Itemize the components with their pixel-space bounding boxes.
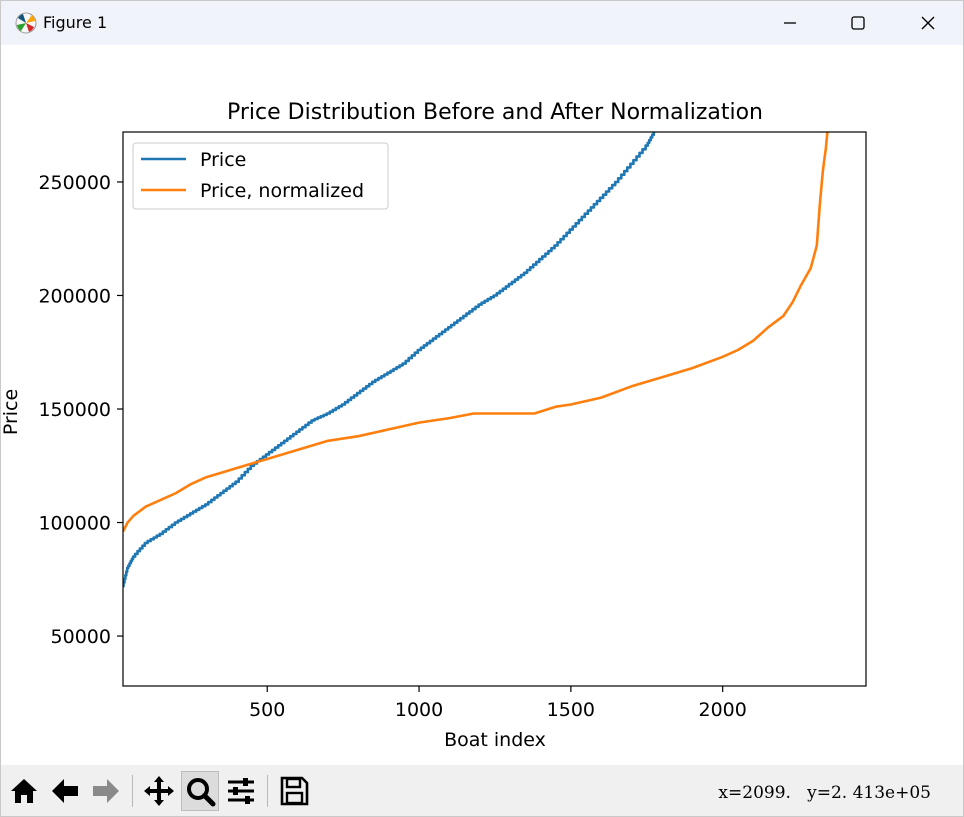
sliders-icon — [228, 778, 254, 804]
minimize-button[interactable] — [767, 1, 813, 45]
matplotlib-logo-icon — [15, 12, 37, 34]
pan-button[interactable] — [140, 771, 178, 811]
arrow-right-icon — [93, 779, 119, 803]
y-tick-label: 250000 — [38, 172, 111, 194]
y-tick-label: 200000 — [38, 285, 111, 307]
title-bar[interactable]: Figure 1 — [1, 1, 963, 45]
chart-title: Price Distribution Before and After Norm… — [227, 100, 763, 125]
zoom-button[interactable] — [181, 771, 219, 811]
series-line-0 — [123, 132, 656, 588]
window-title: Figure 1 — [43, 13, 108, 32]
move-icon — [144, 776, 174, 806]
x-tick-label: 2000 — [699, 699, 747, 721]
series-line-1 — [123, 132, 829, 533]
legend: Price Price, normalized — [132, 142, 389, 210]
minimize-icon — [784, 22, 796, 24]
floppy-icon — [280, 776, 309, 806]
plot-frame — [122, 131, 867, 687]
home-icon — [11, 779, 37, 803]
cursor-coordinates: x=2099. y=2. 413e+05 — [718, 783, 931, 803]
plot-lines — [123, 132, 829, 588]
maximize-icon — [851, 16, 865, 30]
x-tick-label: 1000 — [395, 699, 443, 721]
toolbar-separator — [132, 775, 133, 807]
home-button[interactable] — [5, 771, 43, 811]
x-axis-label: Boat index — [444, 729, 546, 751]
legend-label-price-normalized: Price, normalized — [200, 180, 364, 202]
y-tick-label: 50000 — [51, 626, 111, 648]
maximize-button[interactable] — [835, 1, 881, 45]
figure-canvas[interactable]: Price Distribution Before and After Norm… — [1, 45, 963, 765]
arrow-left-icon — [52, 779, 78, 803]
back-button[interactable] — [46, 771, 84, 811]
axis-ticks: 500 1000 1500 2000 50000 100000 150000 200000 25… — [38, 172, 746, 721]
y-tick-label: 100000 — [38, 513, 111, 535]
close-button[interactable] — [905, 1, 951, 45]
close-icon — [921, 16, 935, 30]
forward-button[interactable] — [87, 771, 125, 811]
navigation-toolbar: x=2099. y=2. 413e+05 — [1, 765, 963, 816]
x-tick-label: 1500 — [547, 699, 595, 721]
x-tick-label: 500 — [249, 699, 285, 721]
save-button[interactable] — [275, 771, 313, 811]
magnifier-icon — [187, 778, 216, 807]
line-chart[interactable]: Price Distribution Before and After Norm… — [1, 45, 963, 765]
coords-x: x=2099. — [718, 783, 791, 803]
y-axis-label: Price — [1, 389, 22, 435]
legend-label-price: Price — [200, 149, 246, 171]
y-tick-label: 150000 — [38, 399, 111, 421]
configure-subplots-button[interactable] — [222, 771, 260, 811]
toolbar-separator — [267, 775, 268, 807]
coords-y: y=2. 413e+05 — [807, 783, 931, 803]
